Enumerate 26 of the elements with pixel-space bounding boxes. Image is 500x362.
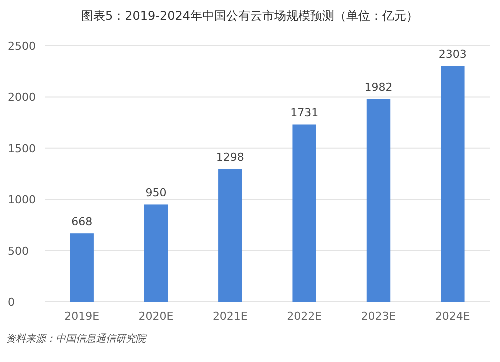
bar [292,124,316,302]
y-tick-label: 1500 [8,142,36,156]
data-label: 2303 [438,48,467,62]
x-tick-label: 2019E [64,310,100,323]
data-label: 1731 [290,106,319,120]
data-label: 1298 [216,151,244,164]
bar [218,169,242,302]
data-label: 950 [146,186,167,200]
bar [144,204,168,302]
x-tick-label: 2021E [212,310,248,323]
y-tick-label: 1000 [8,194,36,207]
y-tick-label: 500 [8,244,29,258]
x-tick-label: 2023E [361,310,396,323]
bar [70,234,94,302]
y-tick-label: 2000 [8,91,36,104]
x-tick-label: 2020E [138,310,174,323]
bar [441,66,465,302]
chart-title: 图表5：2019-2024年中国公有云市场规模预测（单位：亿元） [81,9,419,23]
y-tick-label: 0 [8,296,15,309]
y-tick-label: 2500 [8,40,36,53]
data-label: 668 [72,216,93,229]
text: 资料来源：中国信息通信研究院 [6,333,148,345]
bar [366,99,391,302]
x-tick-label: 2022E [287,310,322,323]
data-label: 1982 [364,81,393,94]
x-tick-label: 2024E [435,310,470,323]
